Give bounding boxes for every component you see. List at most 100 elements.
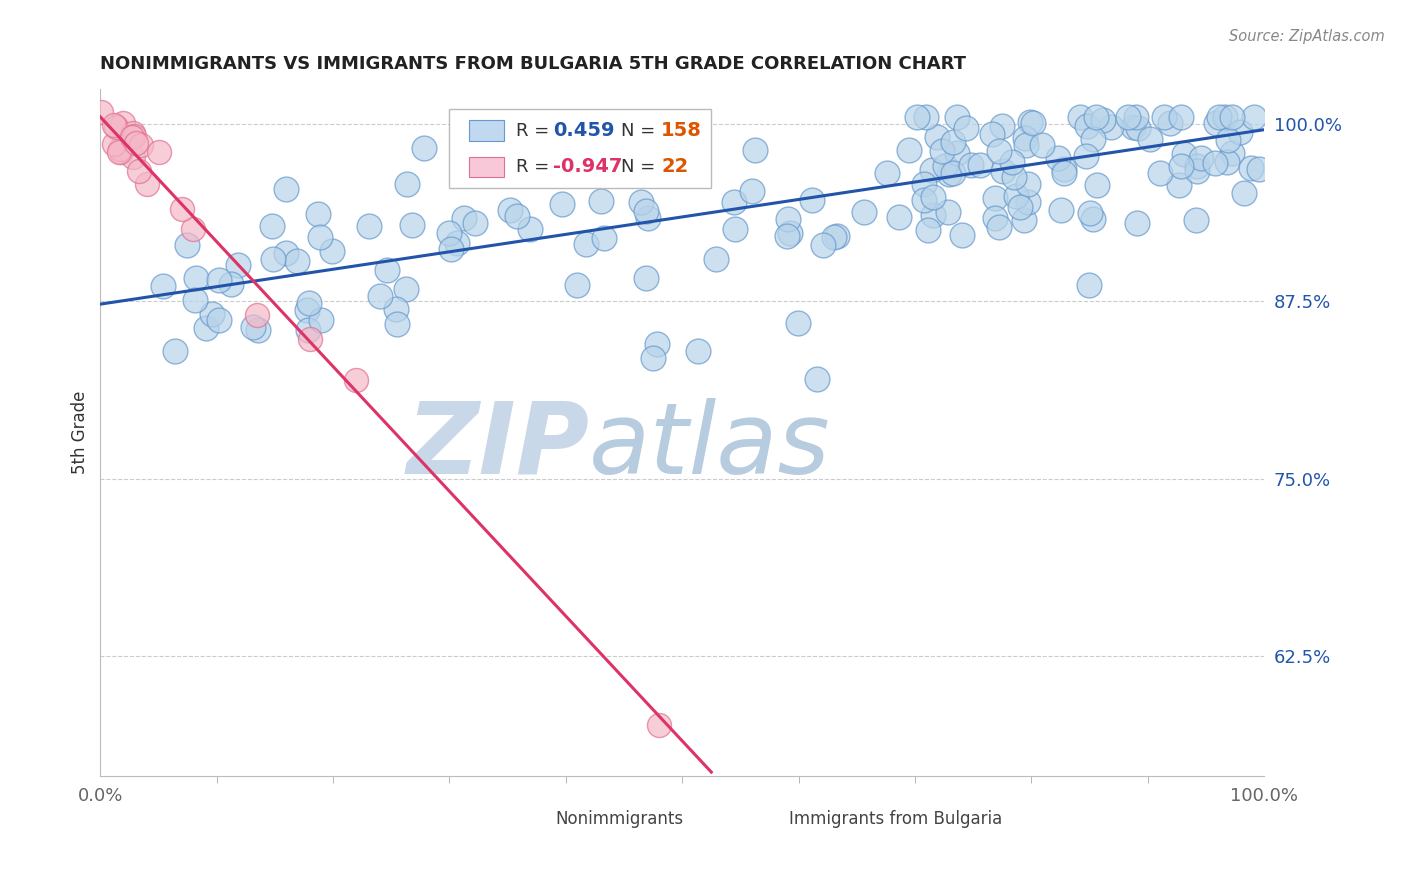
Point — [876, 166, 898, 180]
Point — [1001, 155, 1024, 169]
Text: atlas: atlas — [589, 398, 831, 495]
Point — [889, 210, 911, 224]
Point — [219, 277, 242, 291]
Point — [412, 141, 434, 155]
Point — [274, 182, 297, 196]
Point — [1184, 213, 1206, 227]
Text: 158: 158 — [661, 121, 702, 140]
Point — [806, 372, 828, 386]
Point — [637, 211, 659, 225]
Point — [1081, 212, 1104, 227]
Point — [960, 158, 983, 172]
Point — [309, 313, 332, 327]
Bar — [747, 812, 778, 827]
Point — [593, 231, 616, 245]
Point — [938, 167, 960, 181]
Point — [1099, 120, 1122, 134]
Point — [1017, 195, 1039, 210]
Point — [110, 145, 132, 160]
Point — [898, 143, 921, 157]
Point — [1080, 205, 1102, 219]
Point — [1220, 146, 1243, 161]
Point — [344, 373, 367, 387]
Point — [439, 243, 461, 257]
Point — [643, 351, 665, 365]
Point — [1014, 131, 1036, 145]
Point — [1153, 110, 1175, 124]
Point — [1159, 116, 1181, 130]
Point — [1087, 178, 1109, 193]
Point — [262, 219, 284, 234]
Point — [121, 130, 143, 145]
Point — [1002, 170, 1025, 185]
Point — [368, 289, 391, 303]
Point — [297, 323, 319, 337]
Point — [170, 202, 193, 216]
Point — [1074, 149, 1097, 163]
Point — [90, 105, 112, 120]
Point — [776, 229, 799, 244]
Point — [1170, 159, 1192, 173]
Point — [377, 263, 399, 277]
Point — [1173, 147, 1195, 161]
Point — [122, 128, 145, 143]
Point — [741, 184, 763, 198]
Point — [1125, 110, 1147, 124]
Point — [125, 136, 148, 150]
Point — [1204, 156, 1226, 170]
Point — [1022, 116, 1045, 130]
Point — [1116, 110, 1139, 124]
Text: ZIP: ZIP — [406, 398, 589, 495]
Point — [991, 164, 1014, 178]
Point — [567, 278, 589, 293]
Point — [955, 121, 977, 136]
Point — [1069, 110, 1091, 124]
Point — [453, 211, 475, 226]
Point — [309, 230, 332, 244]
Point — [1243, 110, 1265, 124]
Point — [246, 323, 269, 337]
Point — [1247, 162, 1270, 177]
Point — [103, 136, 125, 151]
Point — [945, 146, 967, 161]
Bar — [470, 120, 505, 141]
Point — [1126, 121, 1149, 136]
Point — [648, 718, 671, 732]
Point — [1240, 161, 1263, 176]
Text: Nonimmigrants: Nonimmigrants — [555, 810, 683, 828]
Point — [108, 145, 131, 160]
Point — [1077, 277, 1099, 292]
Point — [1216, 133, 1239, 147]
Point — [931, 144, 953, 158]
Point — [165, 343, 187, 358]
Point — [1139, 132, 1161, 146]
Point — [942, 166, 965, 180]
Point — [983, 211, 1005, 225]
Point — [176, 238, 198, 252]
Point — [823, 229, 845, 244]
Point — [359, 219, 381, 233]
Point — [853, 205, 876, 219]
Point — [384, 301, 406, 316]
Point — [1213, 110, 1236, 124]
Point — [636, 271, 658, 285]
Point — [987, 219, 1010, 234]
Point — [942, 135, 965, 149]
Point — [506, 209, 529, 223]
Point — [1017, 178, 1039, 192]
Text: Immigrants from Bulgaria: Immigrants from Bulgaria — [789, 810, 1002, 828]
Point — [575, 237, 598, 252]
Point — [787, 316, 810, 330]
Point — [723, 195, 745, 210]
Point — [571, 150, 593, 164]
Point — [1019, 114, 1042, 128]
Point — [905, 110, 928, 124]
Point — [1047, 151, 1070, 165]
Point — [1220, 110, 1243, 124]
Point — [499, 203, 522, 218]
Text: R =: R = — [516, 121, 555, 140]
FancyBboxPatch shape — [450, 109, 711, 188]
Point — [128, 163, 150, 178]
Point — [915, 110, 938, 124]
Text: R =: R = — [516, 158, 555, 176]
